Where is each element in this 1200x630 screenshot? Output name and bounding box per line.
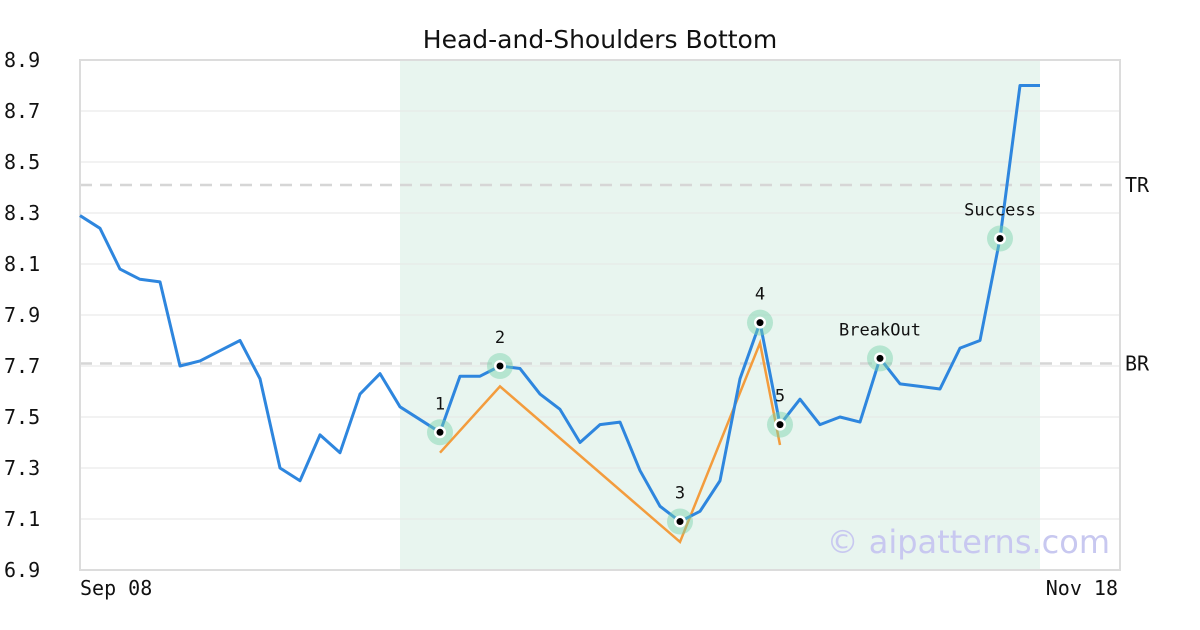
y-tick-label: 8.5 xyxy=(4,150,40,174)
watermark: © aipatterns.com xyxy=(827,523,1110,561)
plot-frame xyxy=(79,59,1121,571)
reference-label-br: BR xyxy=(1125,351,1150,375)
y-tick-label: 7.1 xyxy=(4,507,40,531)
x-tick-label: Sep 08 xyxy=(80,576,152,600)
key-point-breakout-label: BreakOut xyxy=(839,320,921,340)
y-tick-label: 7.3 xyxy=(4,456,40,480)
key-point-2-label: 2 xyxy=(495,328,505,348)
key-point-breakout-dot xyxy=(876,354,884,362)
reference-label-tr: TR xyxy=(1125,173,1150,197)
key-point-1-label: 1 xyxy=(435,394,445,414)
key-point-success-dot xyxy=(996,235,1004,242)
y-tick-label: 8.3 xyxy=(4,201,40,225)
x-axis-ticks: Sep 08 Nov 18 xyxy=(80,576,1118,600)
y-tick-label: 7.7 xyxy=(4,354,40,378)
reference-lines-layer: TR BR xyxy=(80,173,1150,375)
y-tick-label: 8.9 xyxy=(4,48,40,72)
chart-title: Head-and-Shoulders Bottom xyxy=(423,25,777,54)
y-tick-label: 7.9 xyxy=(4,303,40,327)
key-points-layer: 1 2 3 4 5 BreakOut Success xyxy=(427,201,1036,535)
x-tick-label: Nov 18 xyxy=(1046,576,1118,600)
key-point-4-label: 4 xyxy=(755,285,765,305)
key-point-success-label: Success xyxy=(964,201,1036,221)
key-point-5-dot xyxy=(776,421,784,429)
y-axis-ticks: 6.9 7.1 7.3 7.5 7.7 7.9 8.1 8.3 8.5 8.7 8.9 xyxy=(4,48,40,582)
key-point-2-dot xyxy=(496,362,504,370)
key-point-4-dot xyxy=(756,319,764,327)
y-tick-label: 8.1 xyxy=(4,252,40,276)
y-tick-label: 7.5 xyxy=(4,405,40,429)
key-point-1-dot xyxy=(436,428,444,436)
pattern-line-layer xyxy=(439,338,782,545)
key-point-5-label: 5 xyxy=(775,387,785,407)
y-tick-label: 8.7 xyxy=(4,99,40,123)
y-tick-label: 6.9 xyxy=(4,558,40,582)
pattern-line xyxy=(439,338,782,545)
key-point-3-label: 3 xyxy=(675,484,685,504)
key-point-3-dot xyxy=(676,518,684,526)
